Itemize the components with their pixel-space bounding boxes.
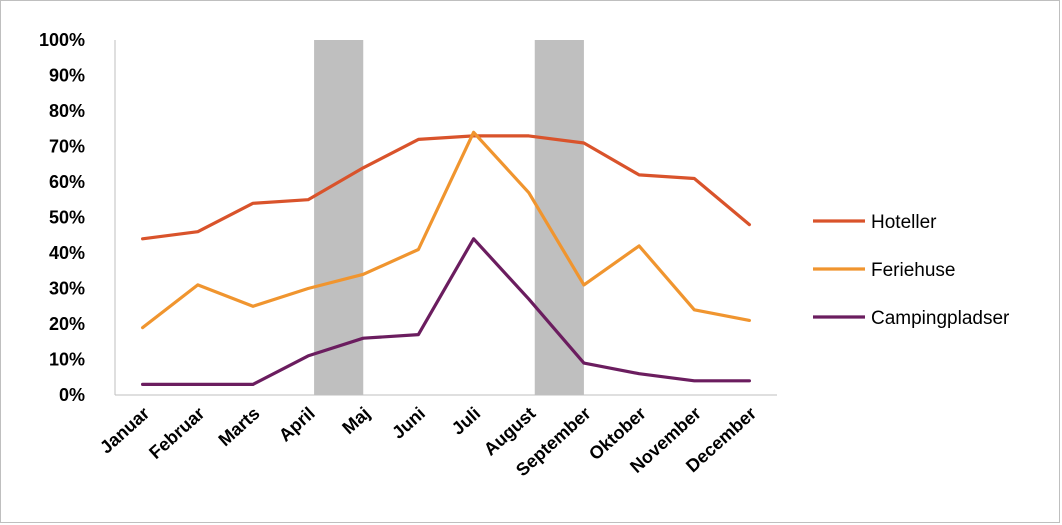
series-line-campingpladser bbox=[141, 237, 752, 386]
y-tick-label: 90% bbox=[49, 66, 85, 86]
x-tick-label: Marts bbox=[215, 403, 264, 450]
series-lines bbox=[141, 130, 752, 386]
series-line-feriehuse bbox=[141, 130, 752, 330]
y-tick-label: 100% bbox=[39, 30, 85, 50]
shaded-band-maj bbox=[314, 40, 364, 395]
x-tick-label: Juni bbox=[388, 403, 429, 443]
y-tick-labels: 0% 10% 20% 30% 40% 50% 60% 70% 80% 90% 100% bbox=[39, 30, 85, 405]
legend: Hoteller Feriehuse Campingpladser bbox=[813, 212, 1010, 329]
shaded-bands bbox=[314, 40, 584, 395]
y-tick-label: 10% bbox=[49, 350, 85, 370]
y-tick-label: 0% bbox=[59, 385, 85, 405]
y-tick-label: 20% bbox=[49, 314, 85, 334]
legend-label: Feriehuse bbox=[871, 260, 956, 281]
x-tick-label: Juli bbox=[448, 403, 484, 439]
y-tick-label: 50% bbox=[49, 208, 85, 228]
legend-label: Campingpladser bbox=[871, 308, 1010, 329]
x-tick-label: April bbox=[275, 403, 319, 445]
y-tick-label: 80% bbox=[49, 101, 85, 121]
x-tick-label: Januar bbox=[96, 403, 153, 457]
x-tick-label: Februar bbox=[145, 403, 208, 463]
y-tick-label: 60% bbox=[49, 172, 85, 192]
x-tick-label: Maj bbox=[338, 403, 374, 438]
series-line-hoteller bbox=[141, 134, 752, 241]
y-tick-label: 30% bbox=[49, 279, 85, 299]
y-tick-label: 40% bbox=[49, 243, 85, 263]
axes bbox=[114, 40, 777, 396]
legend-label: Hoteller bbox=[871, 212, 937, 233]
y-tick-label: 70% bbox=[49, 137, 85, 157]
